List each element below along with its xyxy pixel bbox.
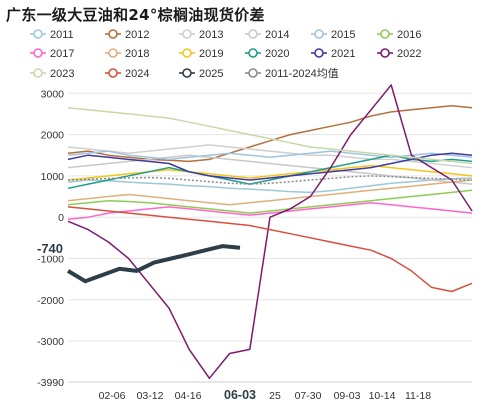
y-tick-label-min: -3990	[37, 377, 64, 389]
grid	[68, 92, 472, 383]
y-tick-label: 1000	[41, 171, 65, 183]
x-tick-label: 02-06	[99, 390, 126, 402]
y-tick-label: -3000	[37, 336, 64, 348]
legend-swatch-marker	[33, 68, 43, 78]
legend-swatch-marker	[314, 48, 324, 58]
legend-swatch-marker	[33, 48, 43, 58]
series-line-2016	[67, 189, 473, 214]
legend-label: 2024	[125, 68, 149, 80]
last-value-label: -740	[37, 241, 63, 256]
series-line-2020	[67, 154, 473, 190]
x-tick-label: 10-14	[369, 390, 396, 402]
legend-swatch-marker	[182, 29, 192, 39]
legend-label: 2021	[331, 48, 355, 60]
x-tick-label: 04-16	[175, 390, 202, 402]
series-line-2011	[67, 177, 473, 194]
y-tick-label: 0	[58, 212, 64, 224]
chart-title: 广东一级大豆油和24°棕榈油现货价差	[6, 6, 265, 24]
x-tick-label: 03-12	[137, 390, 164, 402]
legend-swatch-marker	[248, 29, 258, 39]
series-line-2022	[67, 84, 473, 380]
legend-label: 2011-2024均值	[265, 67, 339, 80]
series-line-2018	[67, 179, 473, 206]
legend-swatch-marker	[248, 68, 258, 78]
legend-swatch-marker	[108, 29, 118, 39]
legend-label: 2020	[265, 48, 289, 60]
x-tick-label: 25	[269, 390, 281, 402]
legend-swatch-marker	[108, 48, 118, 58]
series-line-2019	[67, 164, 473, 181]
legend-label: 2018	[125, 48, 149, 60]
axes: 3000 2000 1000 0 -1000 -2000 -3000 -3990 02-06 03…	[30, 88, 431, 402]
series-line-2012	[67, 104, 473, 163]
last-value-box	[30, 239, 66, 256]
legend-label: 2022	[397, 48, 421, 60]
legend-swatch-marker	[33, 29, 43, 39]
legend-label: 2014	[265, 29, 289, 41]
legend-label: 2012	[125, 29, 149, 41]
series-line-2023	[67, 106, 473, 165]
legend: 2011 2012 2013 2014 2015 2016 2017 2018 2019 2020…	[30, 29, 421, 80]
legend-label: 2017	[50, 48, 74, 60]
legend-swatch-marker	[182, 48, 192, 58]
y-tick-label: 2000	[41, 130, 65, 142]
legend-label: 2019	[199, 48, 223, 60]
series-line-2025	[66, 244, 241, 284]
y-tick-label: -1000	[37, 253, 64, 265]
legend-label: 2015	[331, 29, 355, 41]
legend-swatch-marker	[380, 29, 390, 39]
legend-label: 2025	[199, 68, 223, 80]
legend-swatch-marker	[108, 68, 118, 78]
x-tick-label: 11-18	[405, 390, 431, 402]
series-line-2024	[67, 206, 473, 293]
x-tick-label: 07-30	[295, 390, 322, 402]
legend-swatch-marker	[380, 48, 390, 58]
legend-label: 2023	[50, 68, 74, 80]
series-group	[66, 84, 473, 380]
legend-swatch-marker	[182, 68, 192, 78]
y-tick-label: 3000	[41, 88, 65, 100]
x-tick-label: 09-03	[334, 390, 361, 402]
legend-label: 2011	[50, 29, 74, 41]
x-tick-label-highlight: 06-03	[224, 388, 256, 402]
series-line-2011-2024均值	[67, 175, 473, 185]
y-tick-label: -2000	[37, 295, 64, 307]
legend-label: 2016	[397, 29, 421, 41]
legend-swatch-marker	[248, 48, 258, 58]
series-line-2021	[67, 152, 473, 181]
legend-swatch-marker	[314, 29, 324, 39]
legend-label: 2013	[199, 29, 223, 41]
series-line-2017	[67, 201, 473, 221]
